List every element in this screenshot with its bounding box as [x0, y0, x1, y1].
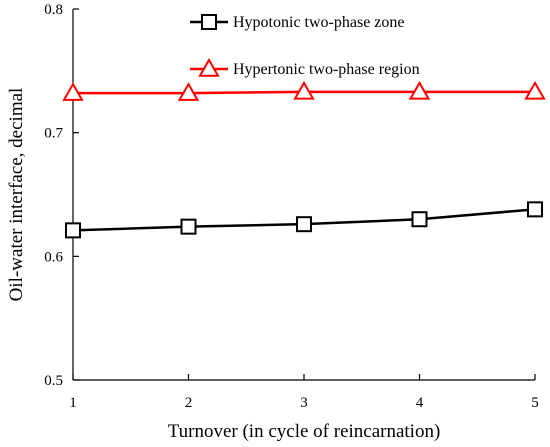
- x-tick-label: 5: [531, 395, 539, 411]
- y-axis-title: Oil-water interface, decimal: [6, 88, 27, 302]
- data-point: [177, 82, 200, 101]
- series-2: [62, 80, 546, 101]
- data-point: [408, 80, 431, 100]
- series-1: [65, 201, 543, 239]
- data-point: [62, 82, 84, 101]
- x-tick-label: 3: [300, 395, 308, 411]
- data-point: [65, 222, 81, 239]
- data-point: [293, 80, 315, 100]
- data-point: [527, 201, 543, 218]
- legend-item: Hypertonic two-phase region: [190, 57, 420, 78]
- data-point: [524, 80, 546, 100]
- ticks: 0.5 0.6 0.7 0.8 1 2 3 4 5: [44, 2, 539, 411]
- y-tick-label: 0.8: [44, 2, 63, 18]
- data-point: [296, 216, 312, 233]
- legend-marker: [198, 57, 220, 77]
- legend-label: Hypertonic two-phase region: [233, 61, 420, 78]
- x-tick-label: 4: [416, 395, 424, 411]
- data-point: [411, 211, 428, 228]
- y-tick-label: 0.5: [44, 373, 63, 389]
- legend-item: Hypotonic two-phase zone: [190, 14, 405, 31]
- x-tick-label: 2: [185, 395, 193, 411]
- y-tick-label: 0.6: [44, 249, 63, 265]
- x-tick-label: 1: [69, 395, 77, 411]
- legend-label: Hypotonic two-phase zone: [233, 14, 405, 31]
- y-tick-label: 0.7: [44, 126, 63, 142]
- legend-marker: [201, 14, 217, 30]
- legend: Hypotonic two-phase zone Hypertonic two-p…: [190, 14, 420, 78]
- data-point: [180, 218, 197, 235]
- x-axis-title: Turnover (in cycle of reincarnation): [168, 421, 441, 442]
- series-layer: [62, 80, 546, 239]
